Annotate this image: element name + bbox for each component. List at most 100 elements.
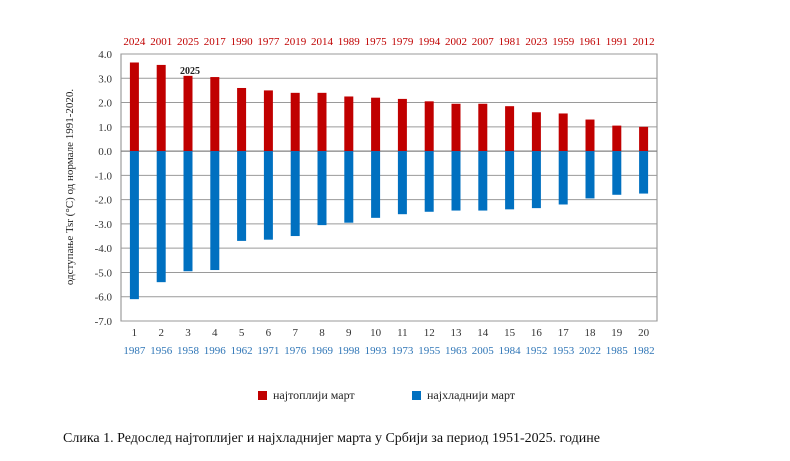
rank-label: 15 <box>504 327 516 339</box>
cold-year-label: 1998 <box>338 345 361 357</box>
warm-year-label: 2002 <box>445 36 467 48</box>
cold-year-label: 1973 <box>391 345 414 357</box>
figure-caption: Слика 1. Редослед најтоплијег и најхладн… <box>63 431 600 446</box>
cold-year-label: 1962 <box>231 345 253 357</box>
annotation-2025: 2025 <box>180 66 200 77</box>
warm-year-label: 1959 <box>552 36 575 48</box>
bar-cold-1998 <box>344 151 354 223</box>
warm-year-label: 1979 <box>391 36 414 48</box>
rank-label: 14 <box>477 327 489 339</box>
bar-cold-2005 <box>478 151 488 211</box>
bar-cold-1955 <box>424 151 434 212</box>
bar-cold-1987 <box>129 151 139 300</box>
rank-label: 9 <box>346 327 352 339</box>
rank-label: 18 <box>585 327 597 339</box>
legend-warm: најтоплији март <box>258 388 355 403</box>
warm-year-labels: 2024 2001 2025 2017 1990 1977 2019 2014 1989 1975… <box>123 36 654 48</box>
cold-year-label: 2005 <box>472 345 495 357</box>
warm-year-label: 2024 <box>123 36 146 48</box>
bar-warm-1979 <box>397 98 407 152</box>
warm-year-label: 1991 <box>606 36 628 48</box>
legend-cold: најхладнији март <box>412 388 515 403</box>
bar-cold-1962 <box>237 151 247 241</box>
warm-year-label: 2012 <box>633 36 655 48</box>
bar-cold-1985 <box>612 151 622 195</box>
bar-cold-1973 <box>397 151 407 215</box>
warm-year-label: 1981 <box>499 36 521 48</box>
bar-warm-2007 <box>478 103 488 152</box>
legend-warm-label: најтоплији март <box>273 388 355 402</box>
bar-cold-1993 <box>371 151 381 218</box>
cold-year-label: 1953 <box>552 345 575 357</box>
cold-year-label: 1956 <box>150 345 173 357</box>
bar-cold-1982 <box>639 151 649 194</box>
warm-year-label: 2001 <box>150 36 172 48</box>
bar-cold-1969 <box>317 151 327 226</box>
cold-year-label: 1955 <box>418 345 441 357</box>
cold-year-label: 1996 <box>204 345 227 357</box>
rank-label: 1 <box>132 327 138 339</box>
bar-warm-2025 <box>183 75 193 152</box>
bar-cold-1984 <box>505 151 515 210</box>
rank-label: 16 <box>531 327 543 339</box>
bar-warm-1959 <box>558 113 568 152</box>
y-tick-labels: 4.0 3.0 2.0 1.0 0.0 -1.0 -2.0 -3.0 -4.0 -5.0 -6.0 -… <box>95 49 113 328</box>
y-tick-label: 2.0 <box>98 98 112 110</box>
y-tick-label: -4.0 <box>95 243 113 255</box>
cold-year-label: 1971 <box>257 345 279 357</box>
cold-year-label: 1985 <box>606 345 629 357</box>
y-tick-label: -7.0 <box>95 316 113 328</box>
bar-warm-2023 <box>531 112 541 152</box>
bar-warm-1990 <box>237 87 247 152</box>
warm-year-label: 2007 <box>472 36 495 48</box>
y-tick-label: 3.0 <box>98 73 112 85</box>
cold-year-label: 1982 <box>633 345 655 357</box>
bar-warm-2024 <box>129 62 139 152</box>
y-tick-label: -2.0 <box>95 195 113 207</box>
rank-labels: 1 2 3 4 5 6 7 8 9 10 11 12 13 14 15 16 17 18 19 20 <box>132 327 650 339</box>
y-tick-label: -1.0 <box>95 170 113 182</box>
bar-warm-1981 <box>505 106 515 152</box>
y-tick-label: -6.0 <box>95 292 113 304</box>
bar-warm-1977 <box>263 90 273 152</box>
bar-warm-1994 <box>424 101 434 152</box>
legend-cold-swatch <box>412 391 421 400</box>
warm-year-label: 2023 <box>525 36 548 48</box>
cold-year-label: 1987 <box>123 345 146 357</box>
legend-warm-swatch <box>258 391 267 400</box>
rank-label: 7 <box>292 327 298 339</box>
bar-warm-1991 <box>612 125 622 152</box>
rank-label: 4 <box>212 327 218 339</box>
rank-label: 12 <box>424 327 435 339</box>
bar-warm-2014 <box>317 92 327 152</box>
bar-warm-2001 <box>156 64 166 152</box>
chart-svg: 4.0 3.0 2.0 1.0 0.0 -1.0 -2.0 -3.0 -4.0 -5.0 -6.0 -… <box>64 36 658 357</box>
rank-label: 2 <box>158 327 164 339</box>
rank-label: 20 <box>638 327 650 339</box>
y-tick-label: 1.0 <box>98 122 112 134</box>
rank-label: 5 <box>239 327 245 339</box>
cold-year-labels: 1987 1956 1958 1996 1962 1971 1976 1969 1998 1993… <box>123 345 654 357</box>
bar-cold-1976 <box>290 151 300 237</box>
warm-year-label: 1994 <box>418 36 441 48</box>
cold-year-label: 1984 <box>499 345 522 357</box>
rank-label: 3 <box>185 327 191 339</box>
y-tick-label: 4.0 <box>98 49 112 61</box>
cold-year-label: 1958 <box>177 345 200 357</box>
warm-year-label: 2014 <box>311 36 334 48</box>
cold-year-label: 1976 <box>284 345 307 357</box>
cold-year-label: 1969 <box>311 345 334 357</box>
warm-year-label: 1961 <box>579 36 601 48</box>
warm-year-label: 2017 <box>204 36 227 48</box>
bar-cold-1956 <box>156 151 166 283</box>
rank-label: 19 <box>611 327 623 339</box>
cold-year-label: 1952 <box>525 345 547 357</box>
bar-cold-1953 <box>558 151 568 205</box>
legend-cold-label: најхладнији март <box>427 388 516 402</box>
warm-year-label: 1977 <box>257 36 280 48</box>
rank-label: 6 <box>266 327 272 339</box>
bar-cold-1958 <box>183 151 193 272</box>
bar-warm-1961 <box>585 119 595 152</box>
y-tick-label: -5.0 <box>95 267 113 279</box>
bar-warm-2012 <box>639 126 649 152</box>
